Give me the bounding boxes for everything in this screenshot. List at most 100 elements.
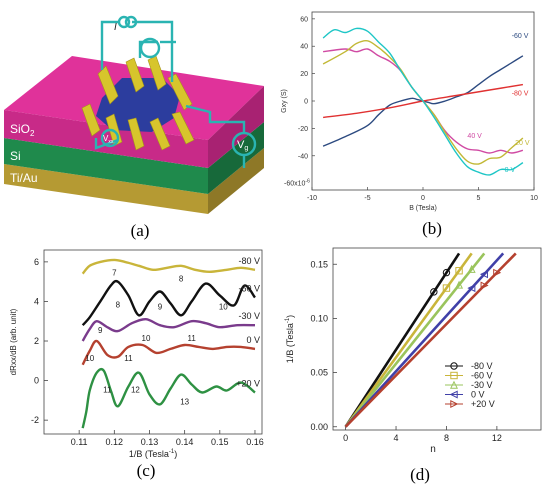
landau-index-label-c: 10 bbox=[219, 302, 228, 311]
panel-d-landau-fan: (d) 0 4 8 12 0.00 0.05 0.10 0.15 n 1/B (Tesla-1) -… bbox=[275, 244, 550, 488]
legend-marker-d-4 bbox=[450, 399, 459, 409]
x-tick-label-d: 4 bbox=[394, 433, 399, 443]
data-point-d-1 bbox=[442, 284, 451, 292]
panel-c-sdh-oscillations: (c) 0.11 0.12 0.13 0.14 0.15 0.16 -2 0 2 4 6 1/B (T… bbox=[0, 244, 275, 488]
si-layer-front bbox=[4, 138, 208, 194]
device-schematic: I Vxy Vxx Vg SiO2 Si Ti/Au (a) bbox=[4, 15, 264, 240]
x-tick-label-c: 0.12 bbox=[106, 437, 124, 447]
x-tick-label-b: 10 bbox=[530, 195, 538, 202]
landau-index-label-c: 7 bbox=[112, 269, 117, 278]
legend-marker-d-0 bbox=[450, 362, 458, 370]
legend-label-d-1: -60 V bbox=[471, 371, 493, 381]
series-label-b-3: 20 V bbox=[515, 140, 530, 147]
series-line-b-4 bbox=[322, 27, 524, 176]
series-line-c-0 bbox=[81, 258, 256, 275]
tiau-label: Ti/Au bbox=[10, 171, 38, 185]
tiau-layer-front bbox=[4, 164, 208, 214]
x-tick-label-c: 0.15 bbox=[211, 437, 229, 447]
x-tick-label-b: -10 bbox=[307, 195, 317, 202]
landau-index-label-c: 8 bbox=[116, 300, 121, 309]
series-line-c-4 bbox=[81, 367, 256, 429]
data-point-d-4 bbox=[493, 268, 502, 277]
x-axis-label-c: 1/B (Tesla-1) bbox=[129, 449, 177, 459]
panel-label-a: (a) bbox=[131, 221, 150, 240]
si-label: Si bbox=[10, 149, 21, 163]
series-label-b-0: -60 V bbox=[512, 33, 529, 40]
vxy-label: Vxy bbox=[143, 43, 155, 55]
landau-index-label-c: 11 bbox=[124, 354, 133, 363]
landau-index-label-c: 11 bbox=[103, 385, 112, 394]
y-tick-label-c: 4 bbox=[34, 296, 39, 306]
chart-d-frame bbox=[332, 247, 542, 431]
vg-label: Vg bbox=[237, 139, 248, 152]
chart-b: (b) -10 -5 0 5 10 -40 -20 0 20 40 60 -60x10-6 B (Tes… bbox=[281, 11, 538, 238]
data-point-d-2 bbox=[455, 280, 464, 289]
panel-label-d: (d) bbox=[410, 465, 430, 484]
data-point-d-1 bbox=[455, 267, 463, 275]
series-label-c-2: -30 V bbox=[238, 311, 260, 321]
y-tick-label-b: 40 bbox=[300, 44, 308, 51]
legend-label-d-0: -80 V bbox=[471, 361, 493, 371]
landau-index-label-c: 10 bbox=[142, 334, 151, 343]
y-axis-label-d: 1/B (Tesla-1) bbox=[285, 315, 295, 363]
y-tick-label-b: 0 bbox=[304, 99, 308, 106]
series-line-b-0 bbox=[322, 55, 524, 147]
x-tick-label-b: -5 bbox=[364, 195, 370, 202]
y-tick-label-b: -20 bbox=[298, 126, 308, 133]
y-axis-label-b: Gxy (S) bbox=[281, 89, 288, 113]
panel-label-b: (b) bbox=[422, 219, 442, 238]
data-point-d-4 bbox=[480, 281, 489, 290]
vg-sub: g bbox=[244, 145, 248, 152]
si-layer-side bbox=[208, 122, 264, 194]
sio2-layer-front bbox=[4, 110, 208, 168]
x-tick-label-c: 0.11 bbox=[71, 437, 88, 447]
series-label-c-3: 0 V bbox=[246, 335, 260, 345]
tiau-layer-side bbox=[208, 148, 264, 214]
measurement-wires bbox=[94, 15, 257, 168]
legend-marker-d-1 bbox=[450, 371, 458, 380]
landau-index-label-c: 8 bbox=[179, 275, 184, 284]
data-point-d-0 bbox=[430, 288, 438, 296]
x-tick-label-c: 0.13 bbox=[141, 437, 159, 447]
landau-index-label-c: 13 bbox=[180, 397, 189, 406]
y-axis-label-close-d: ) bbox=[285, 315, 295, 318]
x-axis-label-d: n bbox=[430, 444, 436, 455]
landau-index-label-c: 9 bbox=[158, 302, 163, 311]
vxy-sub: xy bbox=[149, 49, 155, 55]
sio2-layer-side bbox=[208, 86, 264, 168]
series-label-c-0: -80 V bbox=[238, 256, 260, 266]
y-tick-label-d: 0.10 bbox=[310, 313, 328, 323]
y-tick-label-b: 20 bbox=[300, 71, 308, 78]
x-axis-label-close-c: ) bbox=[174, 449, 177, 459]
y-tick-label-c: -2 bbox=[31, 415, 39, 425]
y-tick-label-d: 0.00 bbox=[310, 422, 328, 432]
fan-line-d-0 bbox=[344, 252, 461, 428]
series-label-c-4: +20 V bbox=[236, 378, 260, 388]
gold-contacts bbox=[81, 55, 195, 151]
legend-label-d-3: 0 V bbox=[471, 390, 485, 400]
legend-marker-d-3 bbox=[449, 390, 458, 399]
legend-label-d-4: +20 V bbox=[471, 399, 495, 409]
landau-index-label-c: 9 bbox=[98, 326, 103, 335]
fan-line-d-3 bbox=[344, 252, 505, 428]
sio2-subscript: 2 bbox=[30, 129, 35, 138]
x-tick-label-c: 0.16 bbox=[246, 437, 264, 447]
y-tick-label-d: 0.15 bbox=[310, 259, 328, 269]
data-point-d-2 bbox=[467, 264, 476, 273]
y-tick-label-b: 60 bbox=[300, 16, 308, 23]
graphene-flake bbox=[96, 78, 180, 132]
y-tick-label-b: -40 bbox=[298, 153, 308, 160]
series-line-b-3 bbox=[322, 39, 524, 165]
series-line-c-3 bbox=[81, 339, 256, 366]
y-tick-label-c: 2 bbox=[34, 336, 39, 346]
series-line-c-1 bbox=[81, 279, 256, 326]
y-axis-label-c: dRxx/dB (arb. unit) bbox=[9, 308, 18, 375]
sio2-label: SiO2 bbox=[10, 122, 35, 138]
x-tick-label-c: 0.14 bbox=[176, 437, 194, 447]
landau-index-label-c: 11 bbox=[188, 334, 197, 343]
landau-index-label-c: 12 bbox=[131, 385, 140, 394]
y-tick-label-d: 0.05 bbox=[310, 368, 328, 378]
x-axis-label-b: B (Tesla) bbox=[409, 205, 437, 212]
series-line-c-2 bbox=[81, 317, 256, 342]
